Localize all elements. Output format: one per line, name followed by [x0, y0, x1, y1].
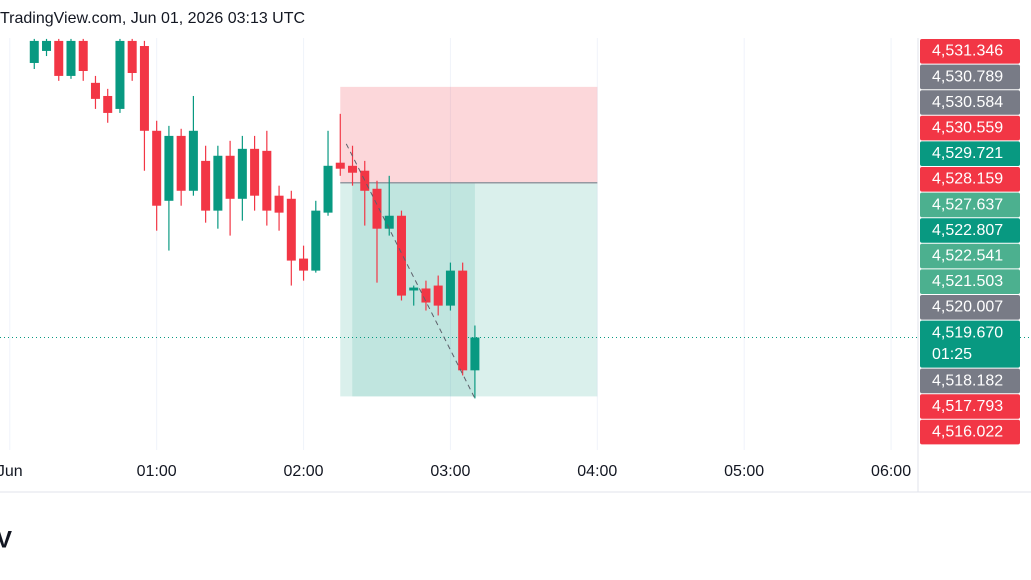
- candle-body: [299, 258, 309, 271]
- candle-body: [421, 288, 431, 303]
- price-tag: [920, 90, 1020, 115]
- candle-body: [409, 287, 419, 291]
- price-tag: [920, 39, 1020, 64]
- price-tag-label: 4,529.721: [932, 145, 1003, 162]
- price-tag: [920, 243, 1020, 269]
- axes: Jun 01:00 02:00 03:00 04:00 05:00 06:00: [0, 463, 911, 480]
- candle-body: [42, 40, 52, 51]
- x-tick-label: 04:00: [577, 463, 617, 480]
- price-tag-label: 4,530.559: [932, 120, 1003, 137]
- price-tag-label: 4,522.541: [932, 248, 1003, 265]
- candle-body: [445, 270, 455, 306]
- price-tag-label: 4,516.022: [932, 424, 1003, 441]
- candle-body: [66, 40, 76, 76]
- candle-body: [335, 162, 345, 169]
- price-tag: [920, 394, 1020, 419]
- candle-body: [152, 130, 162, 206]
- x-tick-label: 05:00: [724, 463, 764, 480]
- candles: [29, 38, 480, 399]
- footer-text: V: [0, 526, 12, 553]
- candle-body: [176, 135, 186, 191]
- price-tag-label: 4,519.670: [932, 324, 1003, 341]
- candle-body: [384, 215, 394, 229]
- price-tags: 4,531.346 4,530.789 4,530.584 4,530.559 4,52…: [920, 39, 1020, 445]
- price-tag-label: 4,520.007: [932, 299, 1003, 316]
- candle-body: [262, 150, 272, 211]
- candle-body: [372, 188, 382, 229]
- candle-body: [90, 82, 100, 99]
- target-zone: [340, 182, 598, 397]
- x-tick-label: 03:00: [430, 463, 470, 480]
- candle-body: [103, 95, 113, 113]
- grid: [0, 38, 1031, 450]
- candle-body: [274, 195, 284, 213]
- price-tag-label: 4,530.584: [932, 94, 1003, 111]
- candle-body: [433, 285, 443, 306]
- header-title: TradingView.com, Jun 01, 2026 03:13 UTC: [0, 10, 305, 27]
- candle-body: [213, 155, 223, 211]
- price-tag: [920, 192, 1020, 218]
- price-tag-label: 4,528.159: [932, 171, 1003, 188]
- price-tag: [920, 64, 1020, 90]
- price-tag-label: 4,530.789: [932, 68, 1003, 85]
- candle-body: [237, 148, 247, 199]
- candle-body: [348, 165, 358, 173]
- candle-body: [201, 160, 211, 211]
- price-tag: [920, 218, 1020, 243]
- price-tag: [920, 320, 1020, 368]
- candle-body: [323, 165, 333, 213]
- trend-arrow: [345, 143, 476, 399]
- candle-body: [286, 198, 296, 261]
- x-tick-label: 02:00: [284, 463, 324, 480]
- position-tool: [340, 86, 598, 397]
- price-tag-label: 4,517.793: [932, 398, 1003, 415]
- x-tick-label: 06:00: [871, 463, 911, 480]
- price-tag: [920, 419, 1020, 445]
- candle-body: [139, 46, 149, 131]
- price-tag-label: 4,531.346: [932, 43, 1003, 60]
- price-tag-label: 4,527.637: [932, 196, 1003, 213]
- price-tag: [920, 269, 1020, 294]
- candle-body: [164, 135, 174, 201]
- price-tag-label: 4,522.807: [932, 222, 1003, 239]
- stop-zone: [340, 86, 598, 183]
- candle-body: [396, 215, 406, 296]
- price-tag: [920, 115, 1020, 141]
- candle-body: [115, 40, 125, 109]
- candle-body: [78, 40, 88, 71]
- x-tick-label: 01:00: [137, 463, 177, 480]
- price-tag: [920, 368, 1020, 394]
- candle-body: [311, 210, 321, 271]
- price-tag-label: 4,518.182: [932, 372, 1003, 389]
- price-tag: [920, 167, 1020, 192]
- candle-body: [360, 170, 370, 191]
- candle-body: [225, 155, 235, 199]
- candle-body: [470, 337, 480, 371]
- price-tag-label: 4,521.503: [932, 273, 1003, 290]
- candle-body: [127, 40, 137, 74]
- candle-body: [250, 148, 260, 196]
- x-tick-label: Jun: [0, 463, 23, 480]
- candle-body: [54, 40, 64, 76]
- countdown: 01:25: [932, 346, 972, 363]
- price-tag: [920, 141, 1020, 166]
- candle-body: [188, 130, 198, 191]
- candle-body: [458, 270, 468, 371]
- price-tag: [920, 295, 1020, 320]
- candle-body: [29, 40, 39, 63]
